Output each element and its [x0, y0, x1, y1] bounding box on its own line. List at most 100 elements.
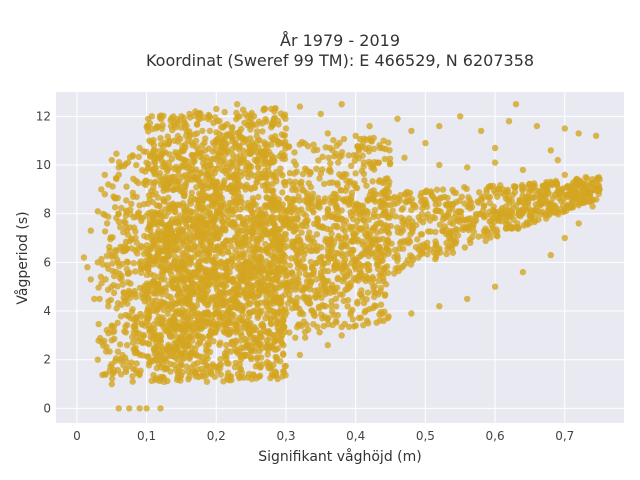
data-point: [131, 347, 139, 354]
data-point: [193, 302, 201, 309]
data-point: [262, 240, 269, 248]
data-point: [359, 141, 366, 148]
data-point: [111, 204, 119, 211]
data-point: [270, 174, 277, 181]
data-point: [192, 151, 200, 159]
data-point: [205, 311, 213, 318]
data-point: [108, 380, 116, 388]
data-point: [568, 202, 576, 209]
data-point: [94, 356, 102, 363]
data-point: [211, 266, 218, 274]
data-point: [251, 184, 259, 191]
data-point: [516, 199, 523, 206]
data-point: [328, 230, 335, 237]
data-point: [370, 145, 378, 152]
data-point: [319, 264, 326, 272]
data-point: [385, 313, 392, 320]
data-point: [104, 262, 111, 269]
data-point: [249, 195, 257, 202]
data-point: [338, 149, 346, 156]
data-point: [456, 197, 463, 204]
data-point: [233, 327, 240, 334]
data-point: [304, 299, 311, 306]
x-tick-label: 0,7: [555, 429, 574, 443]
data-point: [115, 159, 123, 166]
data-point: [157, 376, 164, 383]
x-tick-label: 0,1: [137, 429, 156, 443]
data-point: [219, 314, 226, 322]
data-point: [514, 225, 522, 232]
data-point: [443, 250, 450, 258]
data-point: [490, 187, 498, 194]
data-point: [352, 132, 359, 139]
data-point: [241, 238, 249, 245]
data-point: [204, 219, 211, 227]
data-point: [176, 227, 183, 235]
data-point: [87, 227, 95, 234]
x-tick-label: 0,5: [416, 429, 435, 443]
data-point: [238, 332, 245, 340]
data-point: [109, 370, 116, 377]
data-point: [234, 101, 241, 108]
data-point: [212, 301, 219, 309]
data-point: [364, 289, 372, 296]
data-point: [145, 285, 152, 293]
data-point: [394, 255, 401, 262]
data-point: [341, 275, 348, 282]
data-point: [183, 217, 191, 224]
data-point: [101, 228, 109, 235]
data-point: [269, 194, 276, 202]
data-point: [180, 251, 188, 259]
data-point: [159, 176, 166, 183]
data-point: [359, 209, 366, 216]
data-point: [282, 230, 289, 238]
data-point: [139, 339, 146, 347]
data-point: [310, 267, 318, 274]
data-point: [231, 293, 238, 300]
data-point: [413, 221, 420, 229]
data-point: [272, 290, 279, 298]
data-point: [281, 132, 289, 139]
data-point: [194, 341, 201, 348]
data-point: [342, 233, 349, 240]
data-point: [291, 149, 298, 156]
data-point: [491, 144, 499, 152]
data-point: [231, 363, 239, 371]
data-point: [274, 138, 281, 145]
data-point: [334, 207, 341, 214]
data-point: [182, 141, 189, 149]
data-point: [247, 170, 254, 178]
data-point: [205, 251, 212, 258]
data-point: [246, 309, 253, 316]
data-point: [218, 184, 226, 191]
data-point: [195, 259, 202, 266]
data-point: [289, 186, 296, 193]
data-point: [213, 129, 220, 136]
data-point: [127, 280, 134, 287]
data-point: [139, 265, 146, 272]
data-point: [126, 224, 134, 231]
data-point: [268, 105, 275, 113]
data-point: [224, 318, 232, 325]
data-point: [376, 219, 383, 226]
data-point: [352, 170, 359, 177]
data-point: [84, 264, 91, 271]
data-point: [205, 267, 212, 275]
data-point: [253, 228, 260, 236]
data-point: [348, 238, 356, 245]
data-point: [105, 213, 112, 220]
data-point: [457, 113, 464, 120]
data-point: [303, 321, 310, 328]
data-point: [321, 180, 328, 188]
chart-title-line-1: År 1979 - 2019: [280, 31, 400, 50]
data-point: [242, 294, 250, 301]
data-point: [124, 270, 132, 277]
data-point: [171, 258, 179, 265]
data-point: [109, 375, 116, 382]
data-point: [300, 187, 307, 194]
data-point: [178, 124, 185, 131]
data-point: [181, 265, 189, 272]
data-point: [211, 141, 218, 148]
data-point: [122, 219, 129, 226]
data-point: [243, 162, 250, 170]
